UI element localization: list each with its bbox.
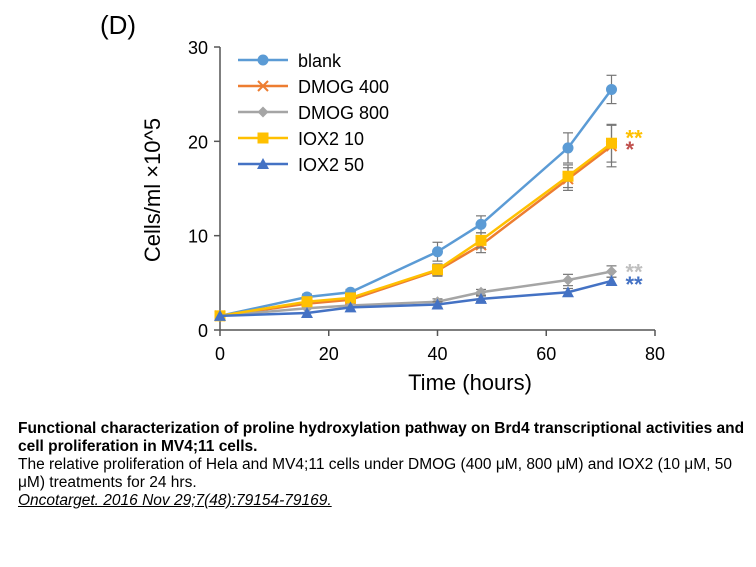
series-dmog-400 — [214, 124, 618, 322]
caption-body: The relative proliferation of Hela and M… — [18, 456, 732, 491]
data-point — [301, 296, 313, 308]
y-tick-label: 30 — [188, 38, 208, 58]
data-point — [475, 218, 487, 230]
data-point — [301, 307, 313, 319]
data-point — [475, 286, 487, 298]
panel-label: (D) — [100, 10, 136, 40]
legend-label: DMOG 400 — [298, 77, 389, 97]
data-point — [562, 142, 574, 154]
legend-item: IOX2 10 — [238, 129, 364, 149]
legend-marker — [257, 132, 269, 144]
x-tick-label: 20 — [319, 344, 339, 364]
data-point — [606, 83, 617, 95]
x-axis-label: Time (hours) — [408, 370, 532, 395]
data-point — [606, 266, 617, 278]
marker-stroke — [257, 80, 269, 92]
legend-item: IOX2 50 — [238, 155, 364, 175]
series-line — [219, 142, 613, 318]
legend-marker — [257, 106, 269, 118]
x-tick-label: 40 — [427, 344, 447, 364]
significance-mark: ** — [626, 272, 644, 297]
legend-marker — [257, 54, 269, 66]
legend-item: blank — [238, 51, 342, 71]
legend-marker — [257, 80, 269, 92]
axes: 0 20 40 60 80 0 10 20 30 — [188, 38, 665, 364]
data-point — [475, 292, 487, 304]
data-point — [431, 298, 444, 310]
legend-label: IOX2 10 — [298, 129, 364, 149]
legend: blank DMOG 400 DMOG 800 IOX2 10 IOX2 50 — [238, 51, 389, 175]
legend-label: IOX2 50 — [298, 155, 364, 175]
legend-label: DMOG 800 — [298, 103, 389, 123]
x-tick-label: 60 — [536, 344, 556, 364]
caption-citation-link[interactable]: Oncotarget. 2016 Nov 29;7(48):79154-7916… — [18, 492, 332, 509]
data-point — [562, 286, 574, 298]
series-iox2-10 — [214, 123, 617, 322]
figure-caption: Functional characterization of proline h… — [18, 420, 748, 510]
significance-mark: * — [626, 137, 635, 162]
x-tick-label: 0 — [215, 344, 225, 364]
legend-label: blank — [298, 51, 342, 71]
significance-mark: ** — [626, 260, 644, 285]
x-tick-label: 80 — [645, 344, 665, 364]
y-tick-label: 20 — [188, 132, 208, 152]
proliferation-chart: (D) 0 20 40 60 80 0 10 20 30 blank DMOG 400 DMOG 8… — [100, 10, 665, 395]
caption-title: Functional characterization of proline h… — [18, 420, 745, 455]
series-line — [219, 145, 613, 318]
y-axis-label: Cells/ml ×10^5 — [140, 118, 165, 262]
data-point — [214, 309, 226, 321]
significance-mark: ** — [626, 126, 644, 151]
data-point — [344, 301, 357, 313]
series-iox2-50 — [214, 274, 618, 321]
data-point — [345, 292, 356, 304]
y-tick-label: 10 — [188, 227, 208, 247]
data-point — [605, 274, 618, 286]
data-point — [562, 274, 574, 286]
data-point — [475, 234, 487, 246]
data-point — [432, 246, 443, 258]
data-point — [606, 137, 617, 149]
significance-annotations: ******* — [626, 126, 644, 297]
legend-item: DMOG 400 — [238, 77, 389, 97]
data-point — [432, 264, 443, 276]
legend-item: DMOG 800 — [238, 103, 389, 123]
series-layer — [214, 74, 618, 322]
y-tick-label: 0 — [198, 321, 208, 341]
legend-marker — [257, 158, 269, 169]
data-point — [562, 170, 574, 182]
